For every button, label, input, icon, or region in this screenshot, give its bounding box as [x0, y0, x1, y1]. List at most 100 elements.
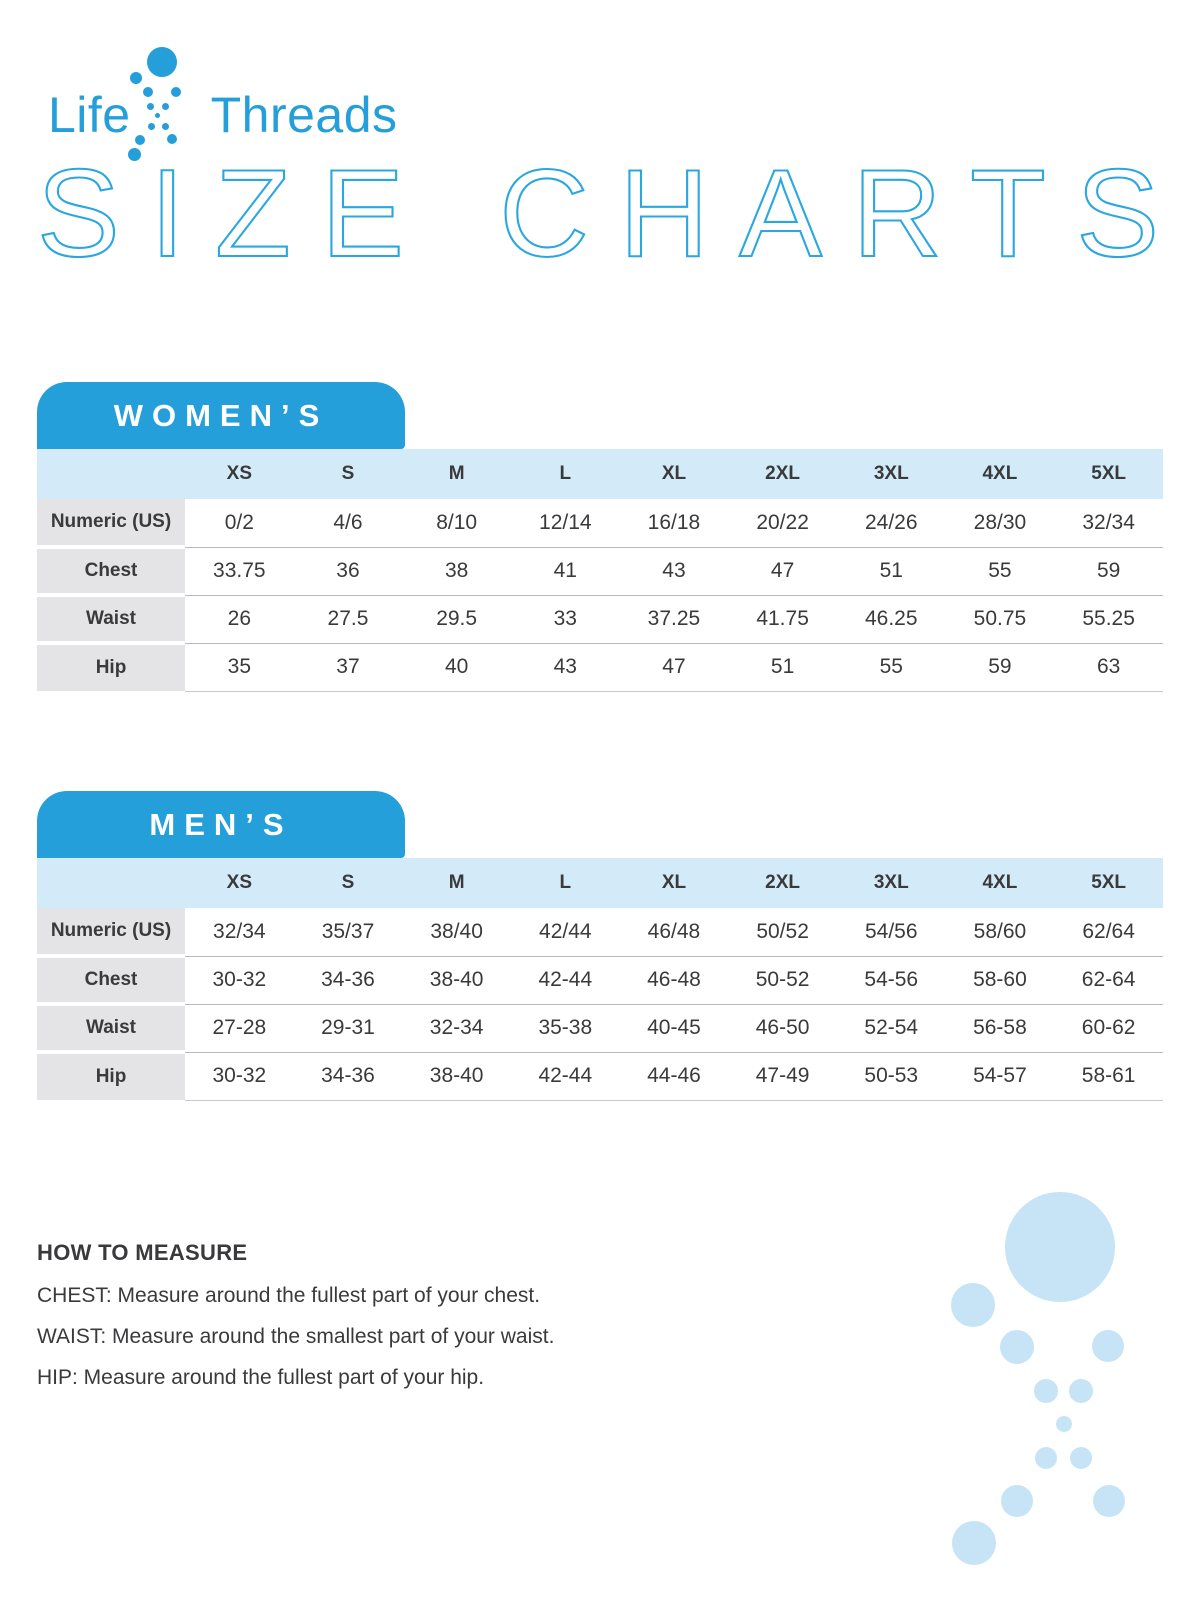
measurement-cell: 38-40: [402, 1051, 511, 1101]
measurement-cell: 32/34: [1082, 510, 1135, 534]
measurement-cell: 34-36: [293, 1051, 403, 1101]
svg-text:SIZE CHARTS: SIZE CHARTS: [37, 160, 1159, 275]
table-row: Waist 27-28 29-31 32-34 35-38 40-45 46-50 52-54…: [37, 1002, 1163, 1052]
measurement-cell: 46-48: [619, 955, 729, 1004]
how-to-measure-section: HOW TO MEASURE CHEST: Measure around the…: [37, 1240, 737, 1407]
size-header-cell: XS: [185, 858, 294, 908]
measurement-cell: 37.25: [619, 594, 729, 643]
header-corner-cell: [37, 858, 185, 908]
measurement-cell: 41: [510, 546, 620, 595]
size-header-cell: L: [510, 858, 620, 908]
measurement-cell: 44-46: [619, 1051, 729, 1101]
size-header-cell: 4XL: [945, 858, 1055, 908]
table-row: Waist 26 27.5 29.5 33 37.25 41.75 46.25 50.75 55.…: [37, 593, 1163, 643]
dot: [161, 122, 169, 130]
row-label-cell: Hip: [37, 1050, 185, 1100]
measurement-cell: 55: [945, 546, 1055, 595]
mens-tab: MEN’S: [37, 791, 405, 858]
row-label-cell: Waist: [37, 593, 185, 643]
measure-line-waist: WAIST: Measure around the smallest part …: [37, 1325, 555, 1348]
row-label-cell: Numeric (US): [37, 499, 185, 547]
table-row: Hip 35 37 40 43 47 51 55 59 63: [37, 641, 1163, 692]
measurement-cell: 50/52: [756, 919, 809, 943]
size-header-cell: 2XL: [728, 449, 837, 499]
size-header-cell: 3XL: [836, 449, 946, 499]
row-label-cell: Numeric (US): [37, 908, 185, 956]
measurement-cell: 32-34: [402, 1003, 511, 1052]
dot: [161, 102, 169, 110]
size-header-cell: 5XL: [1054, 858, 1163, 908]
measure-line-hip: HIP: Measure around the fullest part of …: [37, 1366, 485, 1389]
measurement-cell: 27.5: [293, 594, 403, 643]
size-header-cell: 3XL: [836, 858, 946, 908]
measurement-cell: 60-62: [1054, 1003, 1163, 1052]
measurement-cell: 16/18: [647, 510, 701, 534]
measurement-cell: 51: [836, 546, 946, 595]
dot: [154, 112, 160, 118]
measurement-cell: 42-44: [510, 1051, 620, 1101]
measurement-cell: 38-40: [402, 955, 511, 1004]
mens-table: XS S M L XL 2XL 3XL 4XL 5XL Numeric (US) 32/34 35/…: [37, 858, 1163, 1101]
size-header-cell: M: [402, 449, 511, 499]
measurement-cell: 29-31: [293, 1003, 403, 1052]
dot: [127, 147, 141, 161]
dot: [146, 102, 154, 110]
measurement-cell: 34-36: [293, 955, 403, 1004]
size-header-cell: XL: [619, 858, 729, 908]
decorative-dots: [951, 1192, 1165, 1566]
size-header-cell: XL: [619, 449, 729, 499]
row-label-cell: Hip: [37, 641, 185, 691]
brand-logo: Life Threads: [48, 90, 398, 140]
measure-line-chest: CHEST: Measure around the fullest part o…: [37, 1284, 541, 1307]
measurement-cell: 47-49: [728, 1051, 837, 1101]
measurement-cell: 63: [1054, 642, 1163, 692]
dot: [1035, 1447, 1057, 1469]
measurement-cell: 54/56: [864, 919, 918, 943]
how-to-measure-title: HOW TO MEASURE: [37, 1240, 248, 1265]
womens-tab-label: WOMEN’S: [113, 397, 329, 433]
measurement-cell: 52-54: [836, 1003, 946, 1052]
measurement-cell: 46/48: [647, 919, 701, 943]
measurement-cell: 50.75: [945, 594, 1055, 643]
measurement-cell: 58-60: [945, 955, 1055, 1004]
row-label-cell: Chest: [37, 954, 185, 1004]
measurement-cell: 30-32: [185, 955, 294, 1004]
header-corner-cell: [37, 449, 185, 499]
dot: [167, 134, 177, 144]
dot: [1056, 1416, 1072, 1432]
dot: [1005, 1192, 1115, 1302]
measurement-cell: 51: [728, 642, 837, 692]
measurement-cell: 33.75: [185, 546, 294, 595]
table-row: Numeric (US) 32/34 35/37 38/40 42/44 46/48 50/…: [37, 908, 1163, 956]
measurement-cell: 35-38: [510, 1003, 620, 1052]
measurement-cell: 54-56: [836, 955, 946, 1004]
size-header-cell: S: [293, 858, 403, 908]
measurement-cell: 46.25: [836, 594, 946, 643]
dot: [135, 135, 145, 145]
measurement-cell: 4/6: [333, 510, 363, 534]
measurement-cell: 35/37: [321, 919, 375, 943]
table-row: Numeric (US) 0/2 4/6 8/10 12/14 16/18 20/22 24/…: [37, 499, 1163, 547]
measurement-cell: 62/64: [1082, 919, 1135, 943]
measurement-cell: 20/22: [756, 510, 809, 534]
measurement-cell: 58-61: [1054, 1051, 1163, 1101]
measurement-cell: 35: [185, 642, 294, 692]
measurement-cell: 50-53: [836, 1051, 946, 1101]
mens-size-chart: MEN’S XS S M L XL 2XL 3XL 4XL 5XL Numeric (US) 32…: [37, 791, 1163, 1101]
row-label-cell: Chest: [37, 545, 185, 595]
dot: [143, 87, 153, 97]
dot: [130, 72, 142, 84]
table-row: Hip 30-32 34-36 38-40 42-44 44-46 47-49 50-53 54…: [37, 1050, 1163, 1101]
measurement-cell: 42-44: [510, 955, 620, 1004]
dot: [1001, 1485, 1033, 1517]
womens-tab: WOMEN’S: [37, 382, 405, 449]
measurement-cell: 46-50: [728, 1003, 837, 1052]
measurement-cell: 29.5: [402, 594, 511, 643]
measurement-cell: 54-57: [945, 1051, 1055, 1101]
measurement-cell: 8/10: [436, 510, 478, 534]
measurement-cell: 56-58: [945, 1003, 1055, 1052]
mens-tab-label: MEN’S: [149, 806, 293, 842]
dot: [1092, 1330, 1124, 1362]
dot: [1070, 1447, 1092, 1469]
measurement-cell: 40: [402, 642, 511, 692]
